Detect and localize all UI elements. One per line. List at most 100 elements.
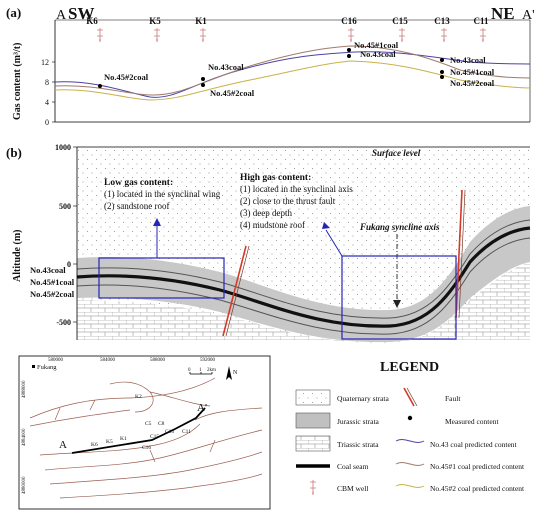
section-end-a-label: A [56, 8, 67, 23]
direction-sw-label: SW [68, 4, 94, 23]
low-gas-item: (1) located in the synclinal wing [104, 189, 221, 199]
measured-point [347, 48, 351, 52]
y-tick-label: 0 [45, 118, 49, 127]
map-well-label: K5 [106, 439, 113, 445]
legend-label-jurassic: Jurassic strata [337, 417, 380, 426]
legend-title: LEGEND [380, 360, 439, 375]
well-label-c13: C13 [434, 16, 450, 26]
y-tick-label: 500 [59, 202, 71, 211]
y-tick-label: -500 [56, 318, 71, 327]
map-y-tick: 4880000 [22, 476, 27, 494]
well-label-k1: K1 [195, 16, 207, 26]
well-label-k5: K5 [149, 16, 161, 26]
map-frame [18, 355, 271, 510]
legend-label-measured: Measured content [445, 417, 499, 426]
y-tick-label: 4 [45, 98, 49, 107]
map-well-label: K2 [135, 394, 142, 400]
legend-swatch-measured [407, 415, 413, 421]
syncline-axis-label: Fukang syncline axis [359, 222, 440, 232]
y-tick-label: 12 [41, 58, 49, 67]
surface-level-label: Surface level [372, 148, 421, 158]
scale-label: 1 [199, 368, 202, 373]
panel-b-label: (b) [6, 145, 22, 160]
high-gas-zone-box [341, 255, 457, 340]
y-tick-label: 0 [67, 260, 71, 269]
map-geology-lines [29, 377, 263, 499]
panel-b-y-ticks: 1000 500 0 -500 [55, 143, 77, 327]
annotation-no43-right: No.43coal [450, 55, 486, 65]
high-gas-item: (1) located in the synclinal axis [240, 184, 353, 194]
legend-label-no45-1: No.45#1 coal predicted content [430, 462, 525, 471]
town-label: Fukang [37, 364, 57, 371]
annotation-no45-2-mid: No.45#2coal [210, 88, 255, 98]
legend-label-fault: Fault [445, 394, 461, 403]
low-gas-arrow-icon [153, 218, 161, 226]
triassic-strata-area [77, 262, 530, 344]
cbm-well-icon [200, 28, 206, 42]
annotation-no45-1-c16: No.45#1coal [354, 40, 399, 50]
north-arrow-icon: N [226, 366, 238, 380]
map-x-tick: 580000 [48, 358, 64, 363]
measured-points [98, 48, 444, 88]
legend-label-triassic: Triassic strata [337, 440, 379, 449]
legend-swatch-no45-2 [395, 484, 425, 488]
low-gas-text: Low gas content: (1) located in the sync… [104, 178, 221, 211]
scale-bar: 0 1 2km [188, 368, 216, 375]
north-label: N [233, 370, 238, 376]
cbm-well-icon [441, 28, 447, 42]
coal-seam-no43 [76, 219, 531, 319]
map-well-label: K1 [120, 436, 127, 442]
location-map: 580000 584000 588000 592000 4888000 4884… [18, 355, 271, 510]
coal-seam-no45-2 [76, 237, 531, 335]
map-well-label: C13 [165, 429, 174, 435]
direction-ne-label: NE [491, 4, 515, 23]
map-section-end: A' [197, 402, 207, 414]
section-end-a-prime-label: A' [522, 8, 535, 23]
panel-a-plot: 0 4 8 12 K6 K5 K1 C16 C15 C13 C11 [41, 16, 531, 127]
section-line [71, 407, 206, 454]
panel-b-y-axis-label: Altitude (m) [12, 230, 23, 283]
panel-a-y-ticks: 0 4 8 12 [41, 58, 55, 127]
no45-1-predicted-curve [54, 45, 531, 96]
measured-point [201, 83, 205, 87]
measured-point [201, 77, 205, 81]
measured-point [440, 70, 444, 74]
measured-point [440, 75, 444, 79]
no45-2-predicted-curve [54, 60, 531, 101]
annotation-no43-mid: No.43coal [208, 62, 244, 72]
high-gas-text: High gas content: (1) located in the syn… [240, 173, 353, 230]
annotation-no45-2-left: No.45#2coal [104, 72, 149, 82]
scale-label: 2km [207, 368, 216, 373]
coal-seam-no45-1 [76, 226, 531, 328]
seam-label-no43: No.43coal [30, 265, 66, 275]
high-gas-item: (3) deep depth [240, 208, 292, 218]
panel-a-label: (a) [6, 5, 21, 20]
measured-point [347, 54, 351, 58]
map-y-ticks: 4888000 4884000 4880000 [22, 380, 27, 494]
legend: LEGEND Quaternary strata Jurassic strata… [295, 360, 525, 495]
map-y-tick: 4888000 [22, 380, 27, 398]
map-x-tick: 588000 [150, 358, 166, 363]
legend-swatch-fault-icon [403, 387, 418, 407]
map-well-label: K6 [91, 442, 98, 448]
town-marker-icon [32, 365, 35, 368]
legend-swatch-no45-1 [395, 462, 425, 466]
seam-label-no45-1: No.45#1coal [30, 277, 75, 287]
high-gas-arrow-icon [322, 222, 330, 229]
legend-label-quaternary: Quaternary strata [337, 394, 390, 403]
map-well-label: C8 [158, 421, 165, 427]
legend-label-no43: No.43 coal predicted content [430, 440, 518, 449]
annotation-no43-c16: No.43coal [360, 49, 396, 59]
panel-a-annotations: No.45#2coal No.43coal No.45#2coal No.45#… [104, 40, 495, 98]
map-x-ticks: 580000 584000 588000 592000 [48, 358, 216, 363]
map-well-label: C15 [150, 434, 159, 440]
cbm-well-icon [348, 28, 354, 42]
high-gas-item: (4) mudstone roof [240, 220, 305, 230]
low-gas-zone-box [98, 257, 225, 299]
high-gas-title: High gas content: [240, 173, 311, 183]
annotation-no45-1-right: No.45#1coal [450, 67, 495, 77]
panel-b-section: 1000 500 0 -500 Surface level No.43coal … [30, 143, 531, 344]
map-well-labels: K6 K5 K1 K2 C5 C8 C15 C13 C11 C16 [91, 394, 191, 451]
well-label-c15: C15 [392, 16, 408, 26]
